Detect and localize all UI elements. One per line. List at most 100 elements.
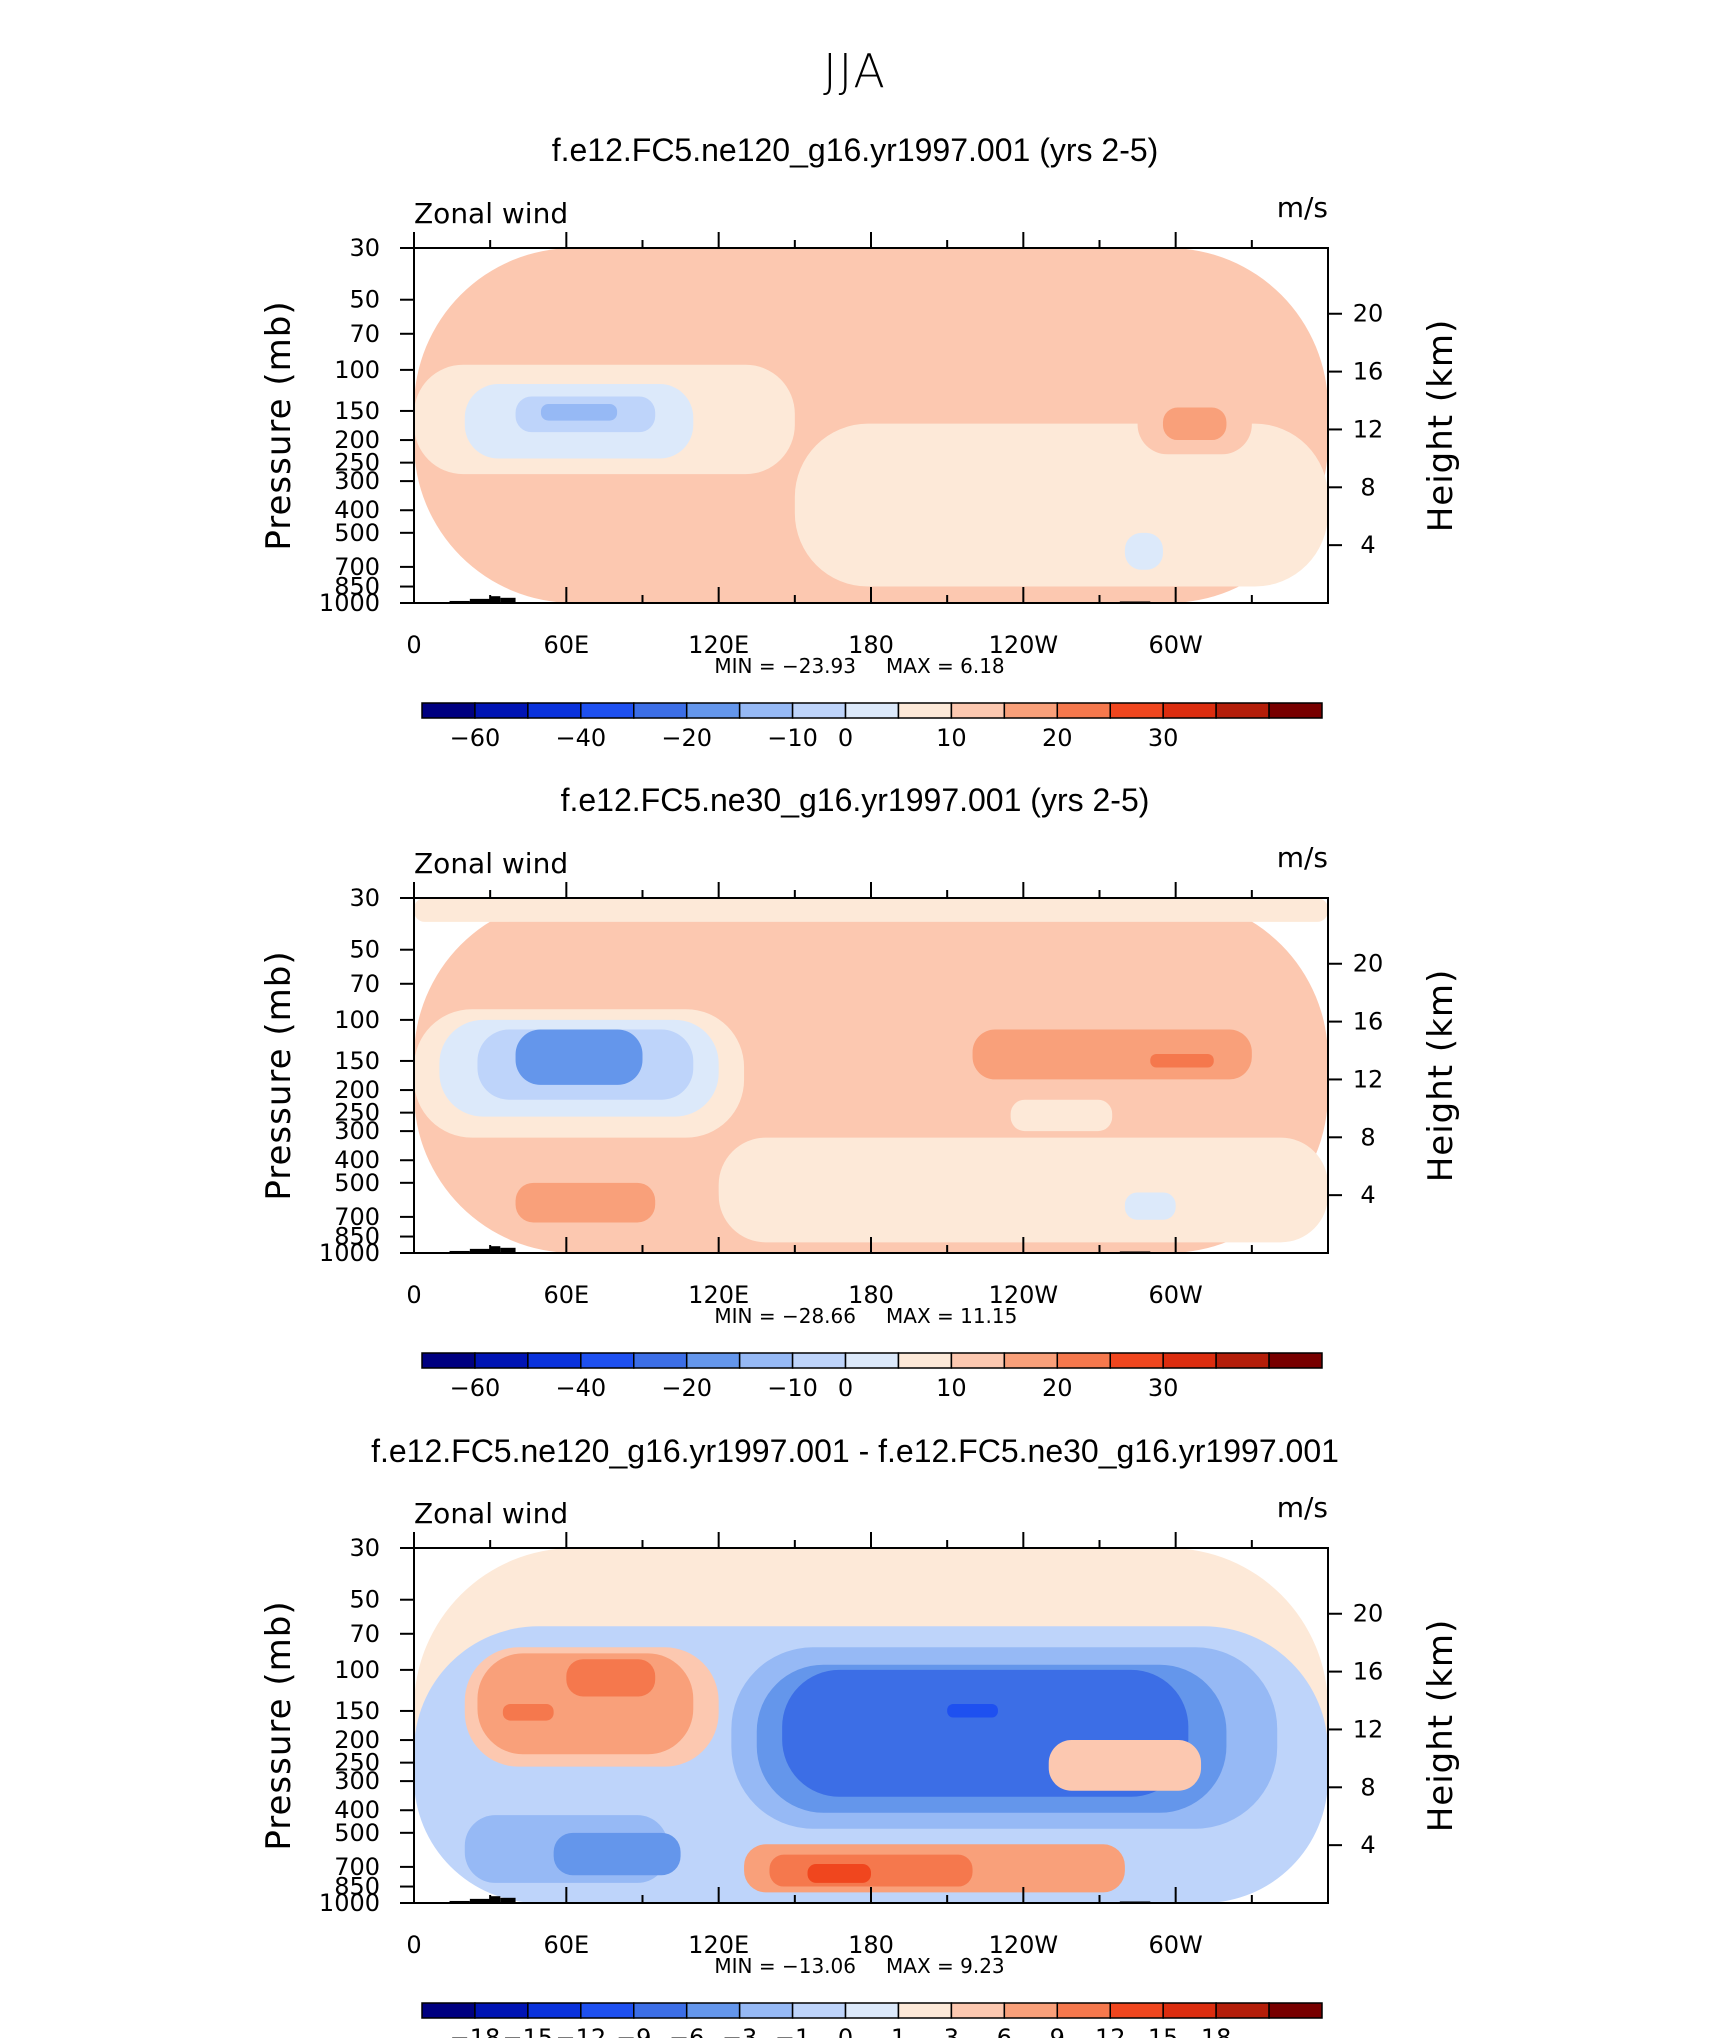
panel-1-colorbar-box (421, 702, 476, 719)
panel-1-x-tick-label: 120W (989, 631, 1059, 659)
panel-3-chart: Zonal wind m/s0 60E 120E 180 120W 60W305070100… (259, 1491, 1461, 2038)
panel-2-colorbar-box (1215, 1352, 1270, 1369)
panel-2-colorbar-label: 10 (936, 1374, 967, 1402)
panel-1-colorbar-box (844, 702, 900, 719)
panel-2-colorbar-label: −10 (767, 1374, 818, 1402)
panel-1-colorbar-label: 20 (1042, 724, 1073, 752)
panel-3-height-tick-label: 12 (1353, 1715, 1384, 1743)
panel-3-x-tick-label: 120W (989, 1931, 1059, 1959)
panel-2-colorbar-box (1003, 1352, 1059, 1369)
panel-3-y-tick-label: 850 (334, 1873, 380, 1901)
panel-3-colorbar-box (633, 2002, 688, 2019)
panel-1-colorbar-box (685, 702, 741, 719)
panel-2-terrain-bar (469, 1248, 491, 1253)
panel-2-height-tick-label: 20 (1353, 950, 1384, 978)
panel-1-colorbar-box (633, 702, 688, 719)
panel-1-y-tick-label: 700 (334, 553, 380, 581)
panel-2-colorbar-box (738, 1352, 794, 1369)
panel-1-y-tick-label: 100 (334, 356, 380, 384)
panel-2-y-tick-label: 50 (349, 936, 380, 964)
panel-1-field-label: Zonal wind (414, 197, 568, 230)
panel-3-colorbar-box (421, 2002, 476, 2019)
panel-3-colorbar-label: 1 (891, 2024, 906, 2038)
panel-2-terrain-bar (490, 1246, 501, 1253)
panel-3-colorbar-box (897, 2002, 953, 2019)
panel-2-contour-region (414, 898, 1328, 922)
panel-3-y-tick-label: 700 (334, 1853, 380, 1881)
panel-1-y-tick-label: 200 (334, 426, 380, 454)
panel-2-x-tick-label: 180 (848, 1281, 894, 1309)
panel-2-y-tick-label: 100 (334, 1006, 380, 1034)
panel-1-min-label: MIN = −23.93 (714, 654, 856, 678)
panel-1-x-tick-label: 60E (543, 631, 589, 659)
panel-3-height-tick-label: 16 (1353, 1658, 1384, 1686)
panel-2-colorbar-label: −40 (555, 1374, 606, 1402)
panel-3-terrain-bar (469, 1898, 491, 1903)
panel-2-max-label: MAX = 11.15 (886, 1304, 1017, 1328)
panel-1-colorbar-box (474, 702, 529, 719)
panel-3-height-axis-title: Height (km) (1421, 1619, 1461, 1833)
panel-3-terrain-bar (449, 1900, 470, 1903)
panel-2-contour-region (1150, 1053, 1214, 1068)
panel-2-contour-region (515, 1182, 656, 1223)
panel-1-contour-region (1162, 407, 1227, 441)
panel-2-colorbar-box (633, 1352, 688, 1369)
panel-1-y-tick-label: 150 (334, 397, 380, 425)
panel-2-x-tick-label: 120E (688, 1281, 749, 1309)
panel-2-colorbar-box (844, 1352, 900, 1369)
panel-3-colorbar-box (950, 2002, 1006, 2019)
panel-3-y-tick-label: 1000 (319, 1889, 380, 1917)
panel-3-title: f.e12.FC5.ne120_g16.yr1997.001 - f.e12.F… (371, 1433, 1339, 1469)
panel-2-colorbar-box (527, 1352, 582, 1369)
panel-2-colorbar-box (474, 1352, 529, 1369)
panel-2-field-label: Zonal wind (414, 847, 568, 880)
panel-1-y-tick-label: 300 (334, 467, 380, 495)
panel-1-colorbar-box (1056, 702, 1111, 719)
panel-3-y-tick-label: 150 (334, 1697, 380, 1725)
panel-3-height-tick-label: 20 (1353, 1600, 1384, 1628)
panel-1-terrain-bar (469, 598, 491, 603)
panel-3-colorbar-label: −1 (775, 2024, 810, 2038)
panel-2-height-tick-label: 12 (1353, 1065, 1384, 1093)
panel-2-colorbar-box (897, 1352, 953, 1369)
panel-1-y-tick-label: 400 (334, 496, 380, 524)
panel-3-colorbar-label: −6 (669, 2024, 704, 2038)
panel-3-colorbar-box (527, 2002, 582, 2019)
panel-3-x-tick-label: 60W (1149, 1931, 1203, 1959)
panel-1-colorbar-box (580, 702, 635, 719)
panel-3-colorbar-label: 15 (1148, 2024, 1179, 2038)
panel-3-y-tick-label: 300 (334, 1767, 380, 1795)
panel-2-terrain-bar (500, 1247, 516, 1253)
panel-1-height-tick-label: 8 (1360, 473, 1375, 501)
panel-3-y-tick-label: 50 (349, 1586, 380, 1614)
panel-3-height-tick-label: 8 (1360, 1773, 1375, 1801)
panel-1-contour-region (794, 423, 1328, 587)
panel-1-x-tick-label: 120E (688, 631, 749, 659)
panel-1-colorbar-box (1215, 702, 1270, 719)
panel-2-colorbar-label: 0 (838, 1374, 853, 1402)
panel-1-colorbar-box (1109, 702, 1164, 719)
figure-title: JJA (823, 44, 887, 98)
panel-3-field-label: Zonal wind (414, 1497, 568, 1530)
panel-3-contour-region (807, 1863, 871, 1883)
panel-2-contour-region (1010, 1099, 1113, 1132)
panel-1-colorbar-label: −10 (767, 724, 818, 752)
panel-1-colorbar-label: −40 (555, 724, 606, 752)
panel-1-height-tick-label: 4 (1360, 531, 1375, 559)
panel-2-height-tick-label: 16 (1353, 1008, 1384, 1036)
panel-2-chart: Zonal wind m/s0 60E 120E 180 120W 60W305070100… (259, 841, 1461, 1402)
panel-3-y-tick-label: 200 (334, 1726, 380, 1754)
panel-3-contour-region (553, 1832, 681, 1876)
panel-2-colorbar-box (685, 1352, 741, 1369)
panel-1-field (414, 248, 1328, 603)
panel-1-units-label: m/s (1277, 191, 1328, 224)
panel-2-y-axis-title: Pressure (mb) (259, 950, 299, 1200)
panel-2-colorbar-box (791, 1352, 847, 1369)
panel-1-height-tick-label: 20 (1353, 300, 1384, 328)
panel-1-colorbar-box (738, 702, 794, 719)
panel-3-terrain-bar (490, 1896, 501, 1903)
panel-3-colorbar-label: 12 (1095, 2024, 1126, 2038)
panel-1-height-axis-title: Height (km) (1421, 319, 1461, 533)
panel-3-colorbar-label: −15 (503, 2024, 554, 2038)
panel-1-colorbar-label: 10 (936, 724, 967, 752)
